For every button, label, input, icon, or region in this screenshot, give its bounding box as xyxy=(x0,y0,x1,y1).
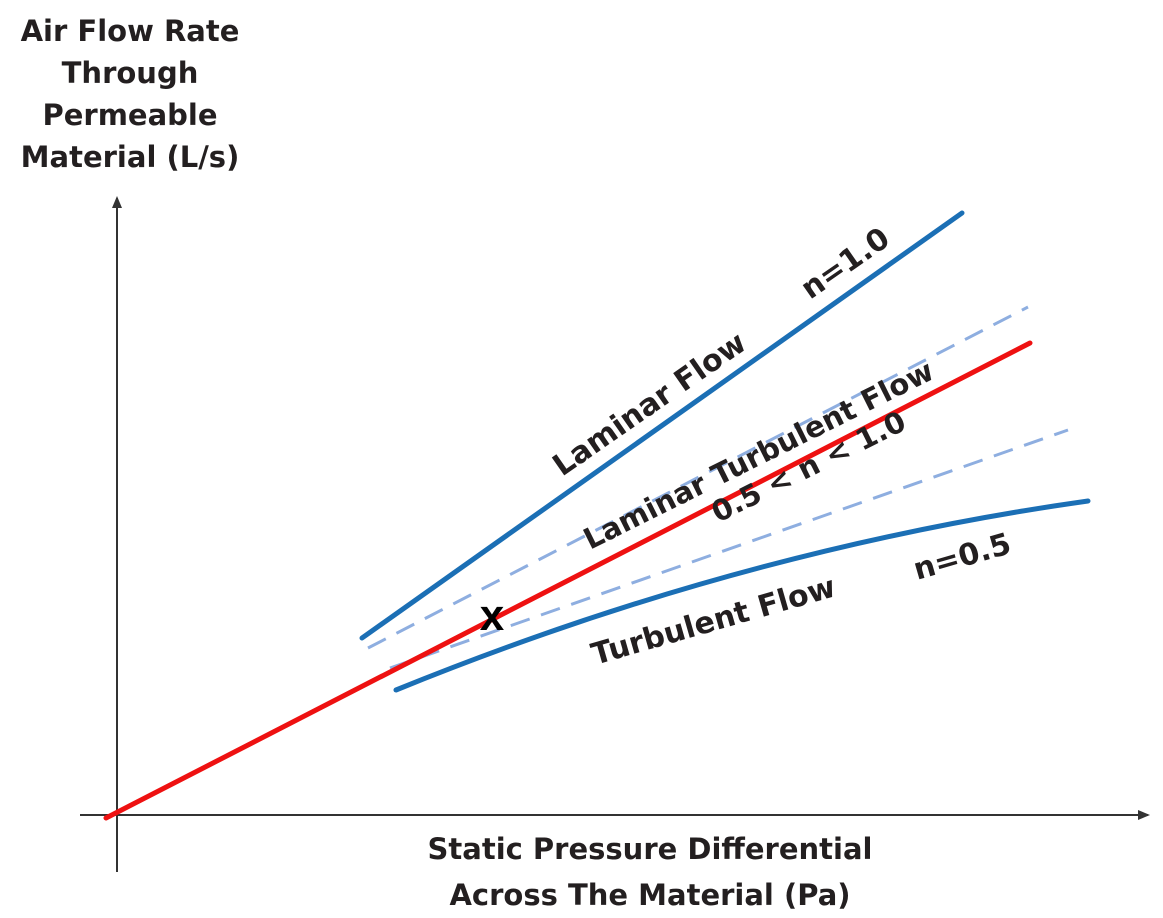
transition-upper-dashed-line xyxy=(367,305,1029,650)
turbulent-exponent-label: n=0.5 xyxy=(910,527,1015,588)
fit-line xyxy=(103,340,1033,821)
laminar-flow-curve xyxy=(359,210,965,641)
x-axis-label-line: Across The Material (Pa) xyxy=(449,878,851,912)
x-axis-label-line: Static Pressure Differential xyxy=(427,832,873,866)
y-axis-label: Air Flow Rate Through Permeable Material… xyxy=(0,10,260,178)
turbulent-flow-curve xyxy=(393,498,1091,693)
intersection-marker: x xyxy=(480,591,505,640)
turbulent-flow-label: Turbulent Flow xyxy=(588,570,840,673)
y-axis-label-line: Permeable xyxy=(42,98,218,132)
transition-flow-label: Laminar Turbulent Flow xyxy=(578,353,939,556)
x-axis-label: Static Pressure Differential Across The … xyxy=(390,826,910,918)
y-axis-label-line: Air Flow Rate xyxy=(20,14,240,48)
y-axis-label-line: Through xyxy=(61,56,199,90)
y-axis-label-line: Material (L/s) xyxy=(20,140,240,174)
transition-lower-dashed-line xyxy=(389,428,1069,670)
